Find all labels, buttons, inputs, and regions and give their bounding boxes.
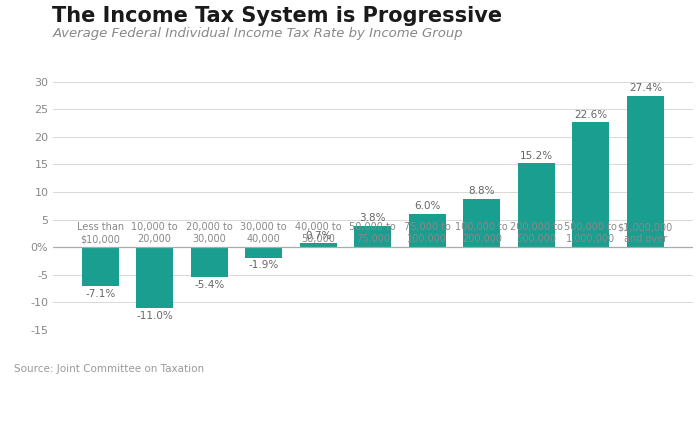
Text: 22.6%: 22.6% bbox=[574, 110, 608, 120]
Text: 50,000 to
75,000: 50,000 to 75,000 bbox=[349, 222, 396, 244]
Text: Less than
$10,000: Less than $10,000 bbox=[76, 222, 124, 244]
Text: The Income Tax System is Progressive: The Income Tax System is Progressive bbox=[52, 6, 503, 26]
Text: $1,000,000
and over: $1,000,000 and over bbox=[617, 222, 673, 244]
Text: -11.0%: -11.0% bbox=[136, 310, 173, 321]
Text: 500,000 to
1,000,000: 500,000 to 1,000,000 bbox=[564, 222, 617, 244]
Bar bbox=[463, 199, 500, 247]
Bar bbox=[136, 247, 173, 308]
Bar bbox=[190, 247, 228, 277]
Text: 8.8%: 8.8% bbox=[468, 186, 495, 196]
Text: 0.7%: 0.7% bbox=[305, 231, 331, 241]
Text: TAX FOUNDATION: TAX FOUNDATION bbox=[10, 397, 157, 412]
Text: 100,000 to
200,000: 100,000 to 200,000 bbox=[456, 222, 508, 244]
Bar bbox=[354, 226, 391, 247]
Text: 27.4%: 27.4% bbox=[629, 83, 662, 93]
Text: -1.9%: -1.9% bbox=[248, 261, 279, 270]
Text: 40,000 to
50,000: 40,000 to 50,000 bbox=[295, 222, 342, 244]
Text: @TaxFoundation: @TaxFoundation bbox=[580, 398, 690, 411]
Bar bbox=[518, 163, 555, 247]
Bar bbox=[245, 247, 282, 258]
Text: 30,000 to
40,000: 30,000 to 40,000 bbox=[240, 222, 287, 244]
Text: 3.8%: 3.8% bbox=[360, 214, 386, 223]
Text: -7.1%: -7.1% bbox=[85, 289, 116, 299]
Text: 200,000 to
500,000: 200,000 to 500,000 bbox=[510, 222, 563, 244]
Text: 15.2%: 15.2% bbox=[519, 151, 553, 161]
Text: 20,000 to
30,000: 20,000 to 30,000 bbox=[186, 222, 232, 244]
Text: 75,000 to
100,000: 75,000 to 100,000 bbox=[404, 222, 451, 244]
Bar bbox=[82, 247, 119, 286]
Bar bbox=[573, 123, 610, 247]
Text: Source: Joint Committee on Taxation: Source: Joint Committee on Taxation bbox=[14, 364, 204, 374]
Bar bbox=[409, 214, 446, 247]
Text: Average Federal Individual Income Tax Rate by Income Group: Average Federal Individual Income Tax Ra… bbox=[52, 27, 463, 41]
Text: -5.4%: -5.4% bbox=[194, 280, 224, 290]
Text: 10,000 to
20,000: 10,000 to 20,000 bbox=[132, 222, 178, 244]
Bar bbox=[626, 96, 664, 247]
Text: 6.0%: 6.0% bbox=[414, 201, 440, 212]
Bar bbox=[300, 243, 337, 247]
